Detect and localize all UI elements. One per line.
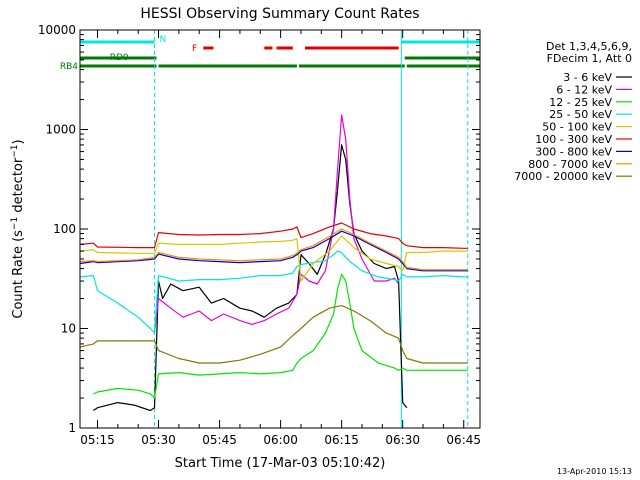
x-tick-label: 06:15 xyxy=(324,433,359,447)
y-tick-label: 10000 xyxy=(38,23,76,37)
series-100-300-kev xyxy=(79,222,468,249)
y-tick-label: 10 xyxy=(61,322,76,336)
x-tick-label: 05:45 xyxy=(202,433,237,447)
legend-label-300-800-kev: 300 - 800 keV xyxy=(535,145,612,158)
chart-title: HESSI Observing Summary Count Rates xyxy=(140,6,419,22)
series-6-12-kev xyxy=(153,114,400,334)
flag-label-rd0: RD0 xyxy=(110,53,129,63)
y-label-end: ) xyxy=(11,139,26,144)
legend-label-50-100-kev: 50 - 100 keV xyxy=(542,121,612,134)
flag-label-n: N xyxy=(160,35,167,45)
x-tick-label: 06:30 xyxy=(385,433,420,447)
y-tick-label: 100 xyxy=(53,222,76,236)
legend-label-3-6-kev: 3 - 6 keV xyxy=(563,71,612,84)
series-layer xyxy=(79,114,468,412)
legend-label-6-12-kev: 6 - 12 keV xyxy=(556,83,612,96)
axes-layer: 05:15 05:30 05:45 06:00 06:15 06:30 06:45 1 10 10… xyxy=(38,23,481,447)
y-label-sup1: −1 xyxy=(10,217,20,230)
y-tick-label: 1 xyxy=(68,421,76,435)
legend-label-100-300-kev: 100 - 300 keV xyxy=(535,133,612,146)
series-300-800-kev xyxy=(79,230,468,272)
legend: Det 1,3,4,5,6,9,FDecim 1, Att 0 3 - 6 keV… xyxy=(514,40,632,183)
flag-label-f: F xyxy=(192,44,197,54)
y-tick-label: 1000 xyxy=(45,123,76,137)
series-800-7000-kev xyxy=(79,228,468,271)
legend-label-12-25-kev: 12 - 25 keV xyxy=(549,96,612,109)
x-tick-label: 05:15 xyxy=(80,433,115,447)
series-12-25-kev xyxy=(93,273,468,399)
series-7000-20000-kev xyxy=(79,305,468,364)
legend-label-7000-20000-kev: 7000 - 20000 keV xyxy=(514,170,612,183)
footer-date: 13-Apr-2010 15:13 xyxy=(557,467,632,476)
x-tick-label: 06:00 xyxy=(263,433,298,447)
flag-label-rb4: RB4 xyxy=(60,62,78,72)
series-50-100-kev xyxy=(79,235,468,282)
x-axis-label: Start Time (17-Mar-03 05:10:42) xyxy=(175,456,386,471)
y-label-mid: detector xyxy=(11,157,26,217)
y-axis-label: Count Rate (s−1 detector−1) xyxy=(10,139,26,318)
series-25-50-kev xyxy=(79,250,468,334)
y-label-sup2: −1 xyxy=(10,144,20,157)
y-label-main: Count Rate (s xyxy=(11,230,26,319)
legend-label-800-7000-kev: 800 - 7000 keV xyxy=(528,158,612,171)
x-tick-label: 06:45 xyxy=(446,433,481,447)
legend-header: FDecim 1, Att 0 xyxy=(547,52,632,65)
legend-label-25-50-kev: 25 - 50 keV xyxy=(549,108,612,121)
legend-header: Det 1,3,4,5,6,9, xyxy=(546,40,632,53)
x-tick-label: 05:30 xyxy=(141,433,176,447)
